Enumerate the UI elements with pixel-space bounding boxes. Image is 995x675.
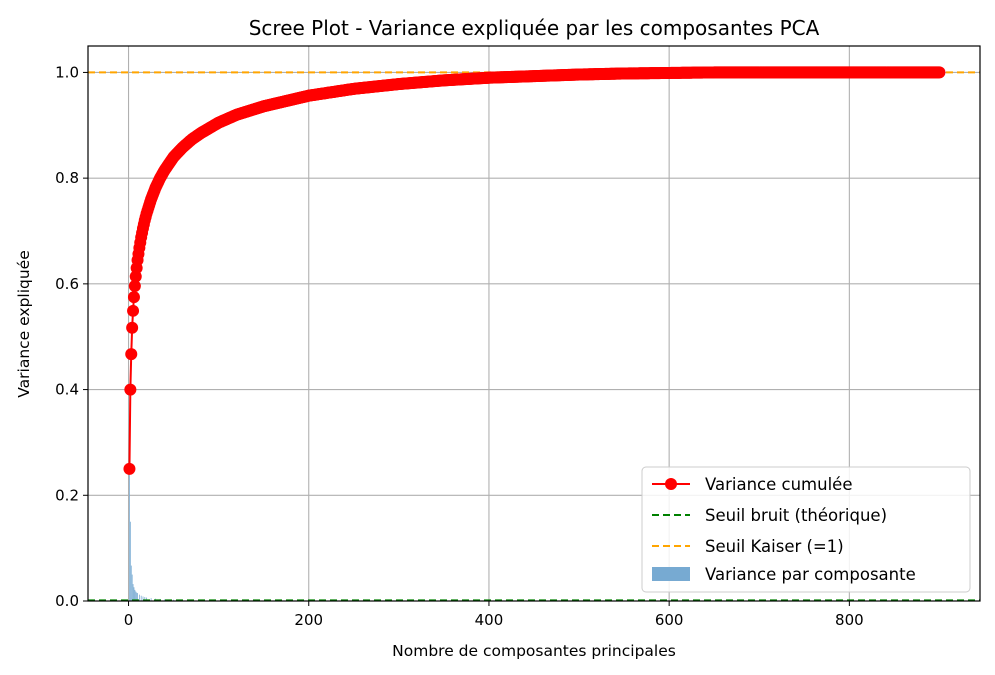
y-tick-label-1: 0.2 (55, 486, 79, 504)
y-axis-label: Variance expliquée (15, 250, 33, 398)
axes-frame (87, 45, 981, 602)
variance-bar-11 (140, 595, 142, 601)
variance-bar-9 (137, 593, 138, 601)
variance-bar-6 (134, 589, 136, 601)
legend-entry-3: Variance par composante (652, 565, 916, 584)
legend-entry-1: Seuil bruit (théorique) (652, 506, 887, 525)
variance-bar-10 (138, 594, 140, 601)
x-tick-label-0: 0 (124, 611, 134, 629)
legend-swatch-bar (652, 567, 690, 581)
variance-bar-3 (131, 574, 133, 601)
x-axis-label: Nombre de composantes principales (392, 642, 676, 660)
variance-bar-2 (130, 565, 132, 601)
legend-label-1: Seuil bruit (théorique) (705, 506, 887, 525)
cumulative-variance-markers (123, 66, 946, 475)
legend-label-0: Variance cumulée (705, 475, 852, 494)
y-tick-label-5: 1.0 (55, 63, 79, 81)
plot-area: 0 200 400 600 800 0.0 0.2 0.4 0.6 0.8 1.0 (55, 45, 981, 629)
variance-bar-12 (142, 596, 144, 601)
legend-box (641, 466, 971, 593)
cumulative-marker-7 (128, 279, 141, 292)
variance-bar-19 (173, 599, 175, 601)
x-tick-label-4: 800 (835, 611, 864, 629)
legend: Variance cumulée Seuil bruit (théorique) S… (641, 466, 971, 593)
cumulative-marker-6 (127, 291, 140, 304)
y-tick-label-2: 0.4 (55, 381, 79, 399)
variance-bar-4 (132, 584, 134, 601)
variance-bar-14 (146, 597, 148, 601)
cumulative-marker-900 (933, 66, 946, 79)
cumulative-marker-1 (123, 462, 136, 475)
legend-label-3: Variance par composante (705, 565, 916, 584)
variance-bar-0 (129, 468, 130, 601)
variance-bar-7 (135, 591, 137, 601)
x-tick-label-2: 400 (475, 611, 504, 629)
y-tick-label-4: 0.8 (55, 169, 79, 187)
legend-entry-0: Variance cumulée (652, 475, 852, 494)
legend-label-2: Seuil Kaiser (=1) (705, 537, 844, 556)
legend-swatch-marker (665, 478, 677, 490)
x-tick-label-3: 600 (655, 611, 684, 629)
y-tick-label-3: 0.6 (55, 275, 79, 293)
cumulative-marker-2 (124, 383, 137, 396)
cumulative-marker-5 (127, 304, 140, 317)
variance-bar-15 (150, 598, 152, 601)
variance-bar-13 (144, 597, 146, 601)
chart-title: Scree Plot - Variance expliquée par les … (249, 16, 820, 40)
cumulative-marker-3 (125, 348, 138, 361)
legend-entry-2: Seuil Kaiser (=1) (652, 537, 844, 556)
variance-bar-5 (133, 587, 135, 601)
variance-bar-1 (129, 521, 131, 601)
x-tick-label-1: 200 (294, 611, 323, 629)
cumulative-marker-4 (126, 321, 139, 334)
variance-bar-8 (136, 592, 138, 601)
y-tick-label-0: 0.0 (55, 592, 79, 610)
variance-bar-18 (164, 599, 166, 601)
